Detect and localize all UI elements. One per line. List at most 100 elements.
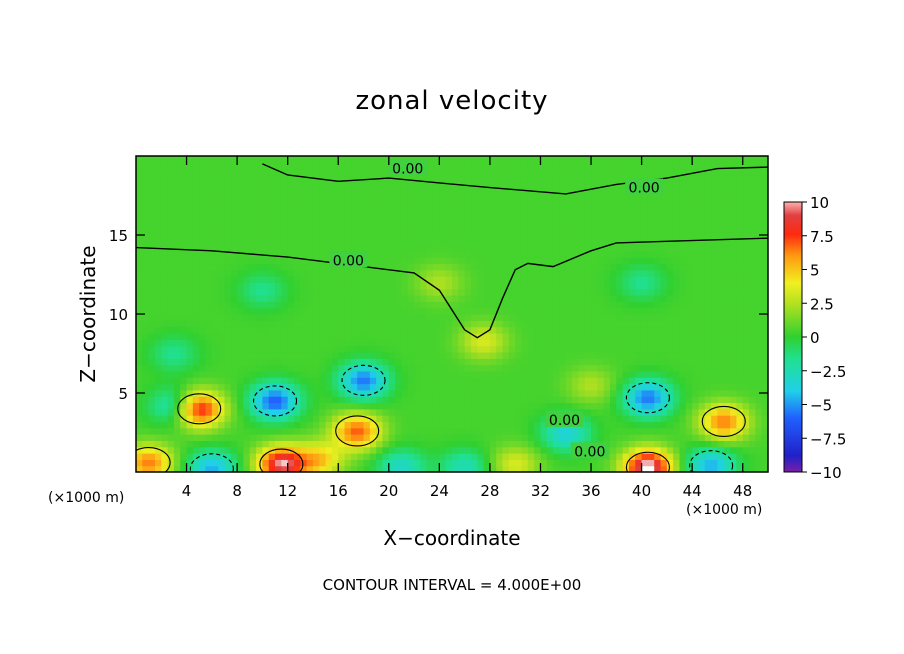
field-cell bbox=[300, 415, 308, 423]
field-cell bbox=[679, 434, 687, 441]
field-cell bbox=[458, 358, 466, 366]
field-cell bbox=[553, 332, 561, 340]
field-cell bbox=[452, 250, 459, 258]
field-cell bbox=[401, 389, 409, 397]
field-cell bbox=[218, 446, 226, 454]
field-cell bbox=[433, 231, 440, 239]
field-cell bbox=[502, 225, 510, 233]
field-cell bbox=[249, 187, 257, 195]
field-cell bbox=[382, 326, 390, 334]
field-cell bbox=[268, 314, 276, 321]
field-cell bbox=[256, 332, 263, 340]
field-cell bbox=[559, 174, 567, 182]
field-cell bbox=[742, 408, 750, 416]
field-cell bbox=[742, 377, 750, 385]
field-cell bbox=[597, 326, 605, 334]
field-cell bbox=[205, 307, 213, 315]
field-cell bbox=[205, 276, 213, 283]
field-cell bbox=[597, 465, 605, 472]
field-cell bbox=[180, 421, 188, 429]
field-cell bbox=[224, 288, 232, 296]
field-cell bbox=[142, 345, 150, 353]
field-cell bbox=[350, 453, 358, 460]
field-cell bbox=[616, 219, 624, 227]
field-cell bbox=[534, 320, 542, 328]
field-cell bbox=[319, 408, 327, 416]
field-cell bbox=[344, 276, 352, 283]
field-cell bbox=[414, 377, 421, 385]
field-cell bbox=[331, 231, 339, 239]
field-cell bbox=[628, 212, 636, 220]
field-cell bbox=[483, 434, 491, 441]
field-cell bbox=[306, 231, 314, 239]
field-cell bbox=[616, 332, 624, 340]
field-cell bbox=[603, 427, 611, 435]
field-cell bbox=[420, 301, 428, 309]
field-cell bbox=[268, 219, 276, 227]
field-cell bbox=[357, 295, 365, 302]
field-cell bbox=[369, 282, 377, 290]
field-cell bbox=[666, 427, 674, 435]
field-cell bbox=[565, 339, 573, 347]
field-cell bbox=[692, 181, 700, 189]
field-cell bbox=[736, 282, 744, 290]
field-cell bbox=[622, 263, 630, 271]
field-cell bbox=[502, 427, 510, 435]
field-cell bbox=[243, 225, 251, 233]
field-cell bbox=[698, 212, 706, 220]
field-cell bbox=[546, 440, 554, 448]
field-cell bbox=[742, 345, 750, 353]
field-cell bbox=[723, 421, 731, 429]
field-cell bbox=[445, 364, 453, 372]
field-cell bbox=[312, 370, 320, 378]
field-cell bbox=[673, 250, 681, 258]
field-cell bbox=[515, 219, 523, 227]
field-cell bbox=[230, 244, 238, 252]
field-cell bbox=[401, 276, 409, 283]
field-cell bbox=[420, 193, 428, 201]
field-cell bbox=[458, 162, 466, 170]
field-cell bbox=[287, 332, 295, 340]
field-cell bbox=[312, 389, 320, 397]
field-cell bbox=[237, 370, 245, 378]
field-cell bbox=[622, 206, 630, 214]
field-cell bbox=[464, 314, 472, 321]
field-cell bbox=[559, 168, 567, 176]
field-cell bbox=[546, 219, 554, 227]
field-cell bbox=[553, 206, 561, 214]
field-cell bbox=[553, 314, 561, 321]
field-cell bbox=[382, 200, 390, 208]
field-cell bbox=[363, 421, 371, 429]
field-cell bbox=[647, 440, 655, 448]
field-cell bbox=[553, 434, 561, 441]
field-cell bbox=[388, 307, 396, 315]
field-cell bbox=[142, 434, 150, 441]
field-cell bbox=[249, 193, 257, 201]
field-cell bbox=[540, 238, 548, 246]
field-cell bbox=[502, 250, 510, 258]
field-cell bbox=[331, 174, 339, 182]
field-cell bbox=[414, 307, 421, 315]
field-cell bbox=[736, 219, 744, 227]
field-cell bbox=[635, 459, 643, 467]
field-cell bbox=[464, 269, 472, 277]
field-cell bbox=[420, 389, 428, 397]
field-cell bbox=[470, 377, 478, 385]
field-cell bbox=[199, 156, 207, 163]
field-cell bbox=[192, 269, 200, 277]
field-cell bbox=[749, 326, 756, 334]
field-cell bbox=[610, 465, 617, 472]
x-unit-right: (×1000 m) bbox=[686, 502, 763, 518]
field-cell bbox=[755, 421, 763, 429]
field-cell bbox=[382, 314, 390, 321]
field-cell bbox=[426, 434, 434, 441]
field-cell bbox=[407, 440, 415, 448]
field-cell bbox=[635, 200, 643, 208]
field-cell bbox=[603, 212, 611, 220]
field-cell bbox=[565, 200, 573, 208]
field-cell bbox=[641, 250, 649, 258]
field-cell bbox=[515, 225, 523, 233]
field-cell bbox=[407, 427, 415, 435]
field-cell bbox=[180, 244, 188, 252]
field-cell bbox=[489, 168, 497, 176]
